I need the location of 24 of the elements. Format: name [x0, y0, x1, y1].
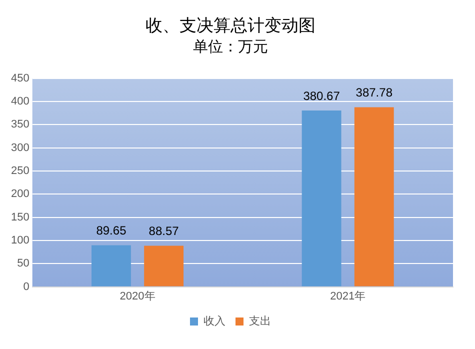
y-tick-label: 0	[23, 280, 30, 293]
y-tick-label: 50	[17, 258, 30, 270]
chart-title: 收、支决算总计变动图	[146, 16, 316, 35]
y-tick-label: 450	[10, 72, 30, 84]
data-label: 89.65	[96, 224, 127, 238]
data-label: 88.57	[148, 224, 180, 238]
y-tick-label: 250	[10, 165, 30, 178]
y-tick-label: 150	[10, 211, 30, 224]
y-tick-label: 100	[10, 234, 30, 247]
bar	[354, 107, 394, 286]
bar	[302, 110, 342, 286]
y-tick-label: 200	[10, 188, 30, 200]
x-tick-label: 2021年	[330, 290, 366, 302]
y-tick-label: 400	[10, 96, 30, 108]
bar	[144, 246, 184, 286]
y-tick-label: 300	[10, 142, 30, 154]
x-tick-label: 2020年	[120, 290, 156, 302]
bar	[92, 245, 131, 286]
data-label: 387.78	[356, 86, 393, 100]
legend-label: 支出	[249, 314, 271, 328]
chart-subtitle: 单位：万元	[193, 38, 268, 56]
legend-label: 收入	[204, 314, 226, 328]
y-tick-label: 350	[10, 118, 30, 131]
data-label: 380.67	[303, 88, 340, 103]
